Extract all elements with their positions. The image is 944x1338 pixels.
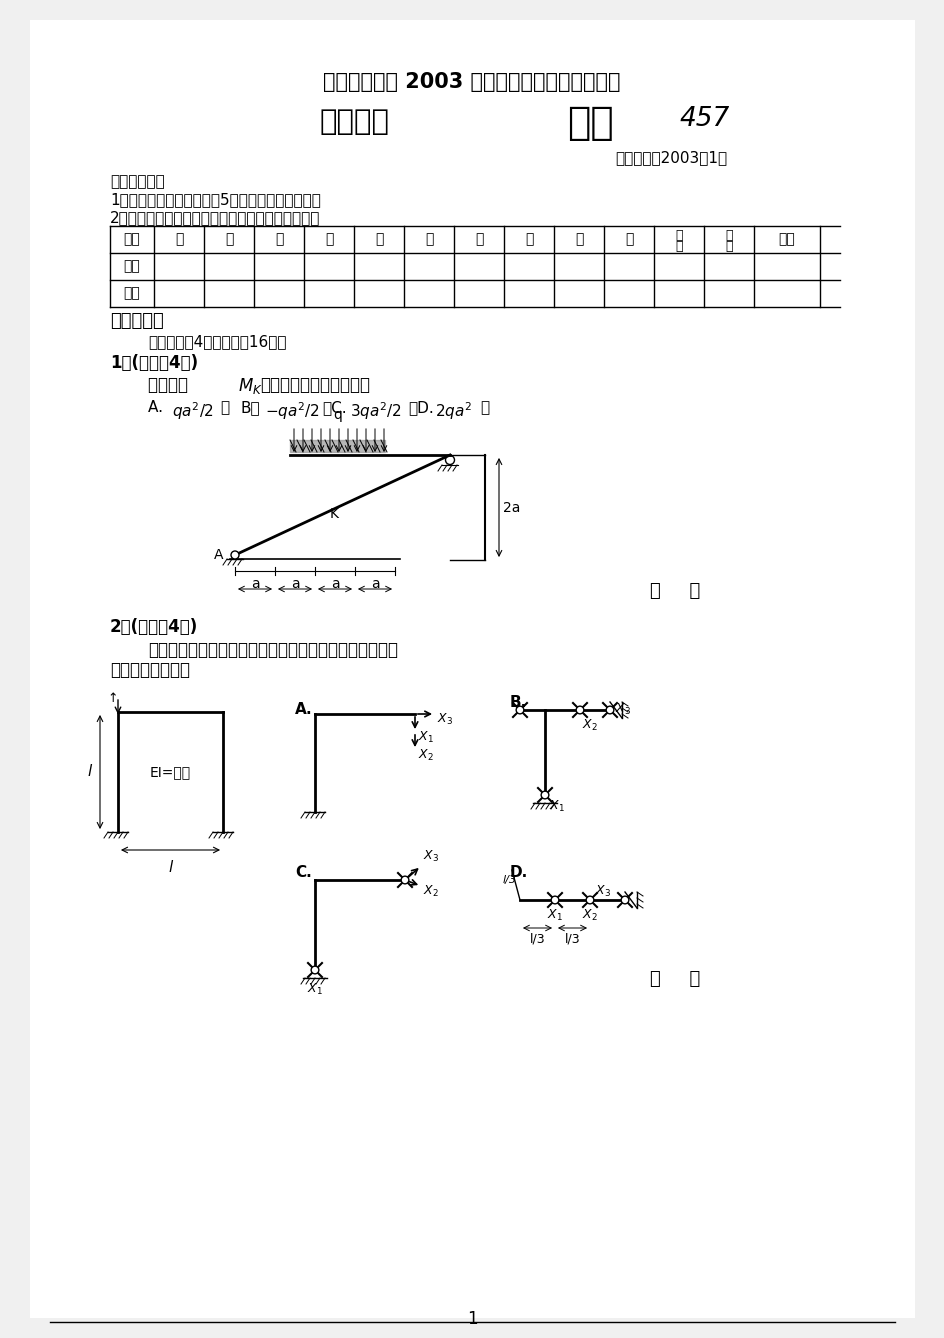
Circle shape — [311, 966, 318, 974]
Text: $X_2$: $X_2$ — [417, 748, 433, 763]
Text: 九: 九 — [574, 233, 582, 246]
Text: 2、(本小题4分): 2、(本小题4分) — [110, 618, 198, 636]
Text: l: l — [88, 764, 92, 780]
Text: 2、答题时，直接将答题内容写在指定的答卷纸上。: 2、答题时，直接将答题内容写在指定的答卷纸上。 — [110, 210, 320, 225]
Circle shape — [515, 706, 523, 714]
Text: $2qa^2$: $2qa^2$ — [434, 400, 472, 421]
Text: （     ）: （ ） — [649, 970, 700, 987]
Text: A: A — [213, 549, 223, 562]
Text: a: a — [330, 577, 339, 591]
Text: l: l — [168, 860, 173, 875]
Text: B．: B． — [240, 400, 260, 415]
Text: 题号: 题号 — [124, 233, 141, 246]
Text: a: a — [250, 577, 259, 591]
Text: $3qa^2/2$: $3qa^2/2$ — [349, 400, 401, 421]
Text: 考试时间：2003年1月: 考试时间：2003年1月 — [615, 150, 726, 165]
Text: 力法基本结构是：: 力法基本结构是： — [110, 661, 190, 678]
Text: D.: D. — [510, 864, 528, 880]
Text: $X_3$: $X_3$ — [423, 848, 439, 864]
Text: 签字: 签字 — [124, 286, 141, 301]
Text: ；D.: ；D. — [408, 400, 433, 415]
Text: 考生请注意：: 考生请注意： — [110, 174, 164, 189]
Text: 六: 六 — [425, 233, 432, 246]
Text: q: q — [332, 408, 342, 421]
Text: l/3: l/3 — [565, 933, 580, 946]
Text: 1: 1 — [466, 1310, 477, 1329]
Text: （     ）: （ ） — [649, 582, 700, 599]
Text: $X_1$: $X_1$ — [307, 982, 323, 997]
Circle shape — [605, 706, 614, 714]
Text: 八: 八 — [524, 233, 532, 246]
Text: 一、选择题: 一、选择题 — [110, 312, 163, 330]
Circle shape — [576, 706, 583, 714]
Text: 二: 二 — [225, 233, 233, 246]
Circle shape — [541, 791, 548, 799]
Text: 1、本试题共十二大题，共5页，考生请认真检查；: 1、本试题共十二大题，共5页，考生请认真检查； — [110, 191, 321, 207]
Text: 1、(本小题4分): 1、(本小题4分) — [110, 355, 198, 372]
Text: ；: ； — [220, 400, 228, 415]
Text: B.: B. — [510, 694, 527, 710]
Text: 2a: 2a — [502, 500, 520, 515]
Text: $X_1$: $X_1$ — [548, 799, 565, 814]
Text: 四: 四 — [325, 233, 333, 246]
Text: $X_3$: $X_3$ — [595, 884, 611, 899]
Text: A.: A. — [148, 400, 168, 415]
Text: 结构力学: 结构力学 — [320, 108, 390, 136]
Text: 一: 一 — [175, 233, 183, 246]
Text: $M_K$: $M_K$ — [238, 376, 262, 396]
Text: 一: 一 — [675, 240, 682, 253]
Text: $X_3$: $X_3$ — [615, 702, 631, 717]
Text: $X_2$: $X_2$ — [582, 909, 597, 923]
Text: EI=常数: EI=常数 — [150, 765, 191, 779]
Text: a: a — [370, 577, 379, 591]
Text: l/3: l/3 — [502, 875, 516, 884]
Text: K: K — [329, 507, 339, 520]
Text: a: a — [291, 577, 299, 591]
Text: $qa^2/2$: $qa^2/2$ — [172, 400, 213, 421]
Circle shape — [585, 896, 593, 904]
Text: $X_1$: $X_1$ — [547, 909, 563, 923]
Text: 十: 十 — [675, 229, 682, 242]
Text: l/3: l/3 — [530, 933, 545, 946]
Text: 西南交通大学 2003 年硕士研究生招生入学考试: 西南交通大学 2003 年硕士研究生招生入学考试 — [323, 72, 620, 92]
Circle shape — [230, 551, 239, 559]
Text: $-qa^2/2$: $-qa^2/2$ — [264, 400, 319, 421]
Circle shape — [400, 876, 409, 884]
Text: 457: 457 — [679, 106, 730, 132]
Text: 十: 十 — [724, 229, 732, 242]
Text: 试题: 试题 — [566, 104, 613, 142]
Circle shape — [550, 896, 558, 904]
Text: $X_3$: $X_3$ — [436, 712, 452, 727]
Text: ．: ． — [480, 400, 489, 415]
Text: 图示结构: 图示结构 — [148, 376, 198, 393]
Text: 三: 三 — [275, 233, 283, 246]
Text: C.: C. — [295, 864, 312, 880]
Text: $X_2$: $X_2$ — [423, 884, 438, 899]
Text: 总分: 总分 — [778, 233, 795, 246]
Circle shape — [620, 896, 628, 904]
Text: （本大题共4小题，总计16分）: （本大题共4小题，总计16分） — [148, 334, 286, 349]
Text: 用力法计算图示结构时，使其典型方程中副系数全为零的: 用力法计算图示结构时，使其典型方程中副系数全为零的 — [148, 641, 397, 660]
Text: ；C.: ；C. — [322, 400, 346, 415]
Text: 七: 七 — [474, 233, 482, 246]
Text: （设下面受拉为正）为：: （设下面受拉为正）为： — [260, 376, 370, 393]
Text: ↑: ↑ — [108, 692, 118, 705]
Text: $X_2$: $X_2$ — [582, 719, 597, 733]
Text: 十: 十 — [624, 233, 632, 246]
Text: 二: 二 — [724, 240, 732, 253]
Text: 五: 五 — [375, 233, 382, 246]
Text: A.: A. — [295, 702, 312, 717]
Text: 得分: 得分 — [124, 260, 141, 273]
Text: $X_1$: $X_1$ — [417, 731, 433, 745]
